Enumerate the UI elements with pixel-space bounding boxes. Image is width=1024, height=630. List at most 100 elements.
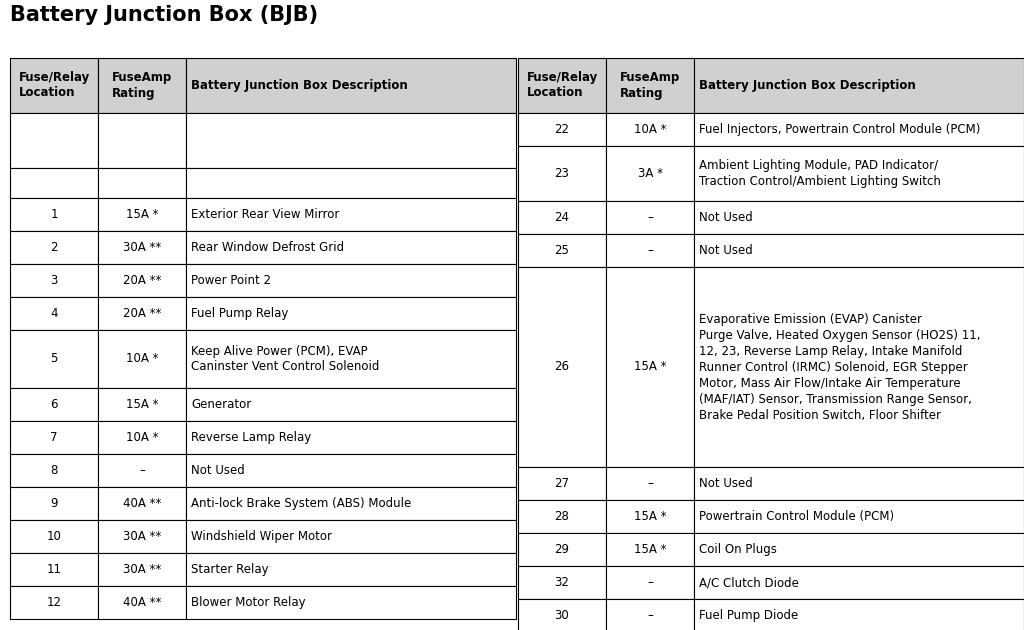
Text: 20A **: 20A ** bbox=[123, 307, 161, 320]
Text: 10: 10 bbox=[46, 530, 61, 543]
Bar bbox=[518, 234, 606, 267]
Text: 15A *: 15A * bbox=[126, 208, 159, 221]
Bar bbox=[518, 58, 606, 113]
Text: Evaporative Emission (EVAP) Canister
Purge Valve, Heated Oxygen Sensor (HO2S) 11: Evaporative Emission (EVAP) Canister Pur… bbox=[699, 312, 981, 421]
Bar bbox=[186, 330, 516, 388]
Text: 25: 25 bbox=[555, 244, 569, 257]
Text: Not Used: Not Used bbox=[191, 464, 245, 477]
Bar bbox=[10, 586, 98, 619]
Bar bbox=[98, 586, 186, 619]
Text: –: – bbox=[139, 464, 145, 477]
Text: Starter Relay: Starter Relay bbox=[191, 563, 268, 576]
Text: Power Point 2: Power Point 2 bbox=[191, 274, 271, 287]
Bar bbox=[98, 231, 186, 264]
Bar bbox=[10, 297, 98, 330]
Bar bbox=[606, 467, 694, 500]
Bar bbox=[98, 553, 186, 586]
Bar bbox=[98, 487, 186, 520]
Text: Not Used: Not Used bbox=[699, 477, 753, 490]
Bar bbox=[518, 146, 606, 201]
Bar bbox=[186, 58, 516, 113]
Bar bbox=[606, 267, 694, 467]
Bar bbox=[98, 330, 186, 388]
Bar bbox=[186, 421, 516, 454]
Bar bbox=[98, 168, 186, 198]
Text: 5: 5 bbox=[50, 353, 57, 365]
Bar bbox=[10, 421, 98, 454]
Text: 11: 11 bbox=[46, 563, 61, 576]
Text: –: – bbox=[647, 576, 653, 589]
Text: 40A **: 40A ** bbox=[123, 596, 161, 609]
Text: 30A **: 30A ** bbox=[123, 530, 161, 543]
Bar bbox=[694, 58, 1024, 113]
Text: 24: 24 bbox=[555, 211, 569, 224]
Text: Fuel Injectors, Powertrain Control Module (PCM): Fuel Injectors, Powertrain Control Modul… bbox=[699, 123, 980, 136]
Bar bbox=[694, 113, 1024, 146]
Bar bbox=[606, 500, 694, 533]
Text: 30A **: 30A ** bbox=[123, 241, 161, 254]
Bar bbox=[10, 168, 98, 198]
Text: –: – bbox=[647, 609, 653, 622]
Text: 30A **: 30A ** bbox=[123, 563, 161, 576]
Text: Reverse Lamp Relay: Reverse Lamp Relay bbox=[191, 431, 311, 444]
Text: 40A **: 40A ** bbox=[123, 497, 161, 510]
Bar bbox=[606, 58, 694, 113]
Bar bbox=[694, 599, 1024, 630]
Bar bbox=[98, 113, 186, 168]
Bar bbox=[606, 201, 694, 234]
Text: 9: 9 bbox=[50, 497, 57, 510]
Text: 15A *: 15A * bbox=[634, 360, 667, 374]
Text: Rear Window Defrost Grid: Rear Window Defrost Grid bbox=[191, 241, 344, 254]
Bar bbox=[98, 297, 186, 330]
Text: Windshield Wiper Motor: Windshield Wiper Motor bbox=[191, 530, 332, 543]
Text: 27: 27 bbox=[555, 477, 569, 490]
Bar bbox=[694, 234, 1024, 267]
Bar bbox=[186, 198, 516, 231]
Bar bbox=[518, 113, 606, 146]
Text: 23: 23 bbox=[555, 167, 569, 180]
Text: 15A *: 15A * bbox=[126, 398, 159, 411]
Text: Fuse/Relay
Location: Fuse/Relay Location bbox=[526, 71, 598, 100]
Bar bbox=[606, 599, 694, 630]
Bar bbox=[186, 264, 516, 297]
Text: Battery Junction Box (BJB): Battery Junction Box (BJB) bbox=[10, 5, 318, 25]
Bar bbox=[518, 500, 606, 533]
Bar bbox=[186, 297, 516, 330]
Bar bbox=[518, 599, 606, 630]
Text: 1: 1 bbox=[50, 208, 57, 221]
Bar bbox=[694, 533, 1024, 566]
Text: –: – bbox=[647, 244, 653, 257]
Bar bbox=[10, 487, 98, 520]
Bar bbox=[694, 267, 1024, 467]
Bar bbox=[186, 586, 516, 619]
Text: 22: 22 bbox=[555, 123, 569, 136]
Bar bbox=[606, 234, 694, 267]
Text: Generator: Generator bbox=[191, 398, 251, 411]
Bar bbox=[606, 533, 694, 566]
Text: 10A *: 10A * bbox=[126, 353, 159, 365]
Text: 30: 30 bbox=[555, 609, 569, 622]
Bar bbox=[694, 146, 1024, 201]
Text: Fuel Pump Diode: Fuel Pump Diode bbox=[699, 609, 799, 622]
Text: 3: 3 bbox=[50, 274, 57, 287]
Bar bbox=[518, 566, 606, 599]
Bar bbox=[518, 467, 606, 500]
Bar bbox=[186, 520, 516, 553]
Text: FuseAmp
Rating: FuseAmp Rating bbox=[112, 71, 172, 100]
Text: 26: 26 bbox=[555, 360, 569, 374]
Bar bbox=[518, 267, 606, 467]
Bar bbox=[186, 113, 516, 168]
Bar bbox=[10, 231, 98, 264]
Bar bbox=[606, 113, 694, 146]
Text: FuseAmp
Rating: FuseAmp Rating bbox=[620, 71, 680, 100]
Text: 7: 7 bbox=[50, 431, 57, 444]
Text: Battery Junction Box Description: Battery Junction Box Description bbox=[191, 79, 408, 92]
Bar bbox=[694, 500, 1024, 533]
Bar bbox=[10, 520, 98, 553]
Text: 10A *: 10A * bbox=[126, 431, 159, 444]
Text: –: – bbox=[647, 477, 653, 490]
Bar bbox=[98, 264, 186, 297]
Text: 8: 8 bbox=[50, 464, 57, 477]
Text: Keep Alive Power (PCM), EVAP
Caninster Vent Control Solenoid: Keep Alive Power (PCM), EVAP Caninster V… bbox=[191, 345, 379, 374]
Text: 12: 12 bbox=[46, 596, 61, 609]
